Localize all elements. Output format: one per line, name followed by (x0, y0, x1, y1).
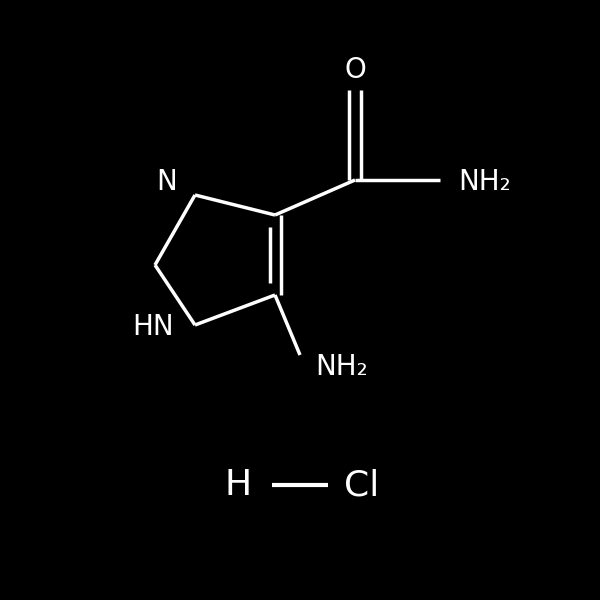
Text: NH₂: NH₂ (458, 168, 511, 196)
Text: O: O (344, 56, 366, 84)
Text: N: N (157, 168, 178, 196)
Text: Cl: Cl (344, 468, 380, 502)
Text: NH₂: NH₂ (316, 353, 368, 381)
Text: HN: HN (132, 313, 174, 341)
Text: H: H (224, 468, 251, 502)
